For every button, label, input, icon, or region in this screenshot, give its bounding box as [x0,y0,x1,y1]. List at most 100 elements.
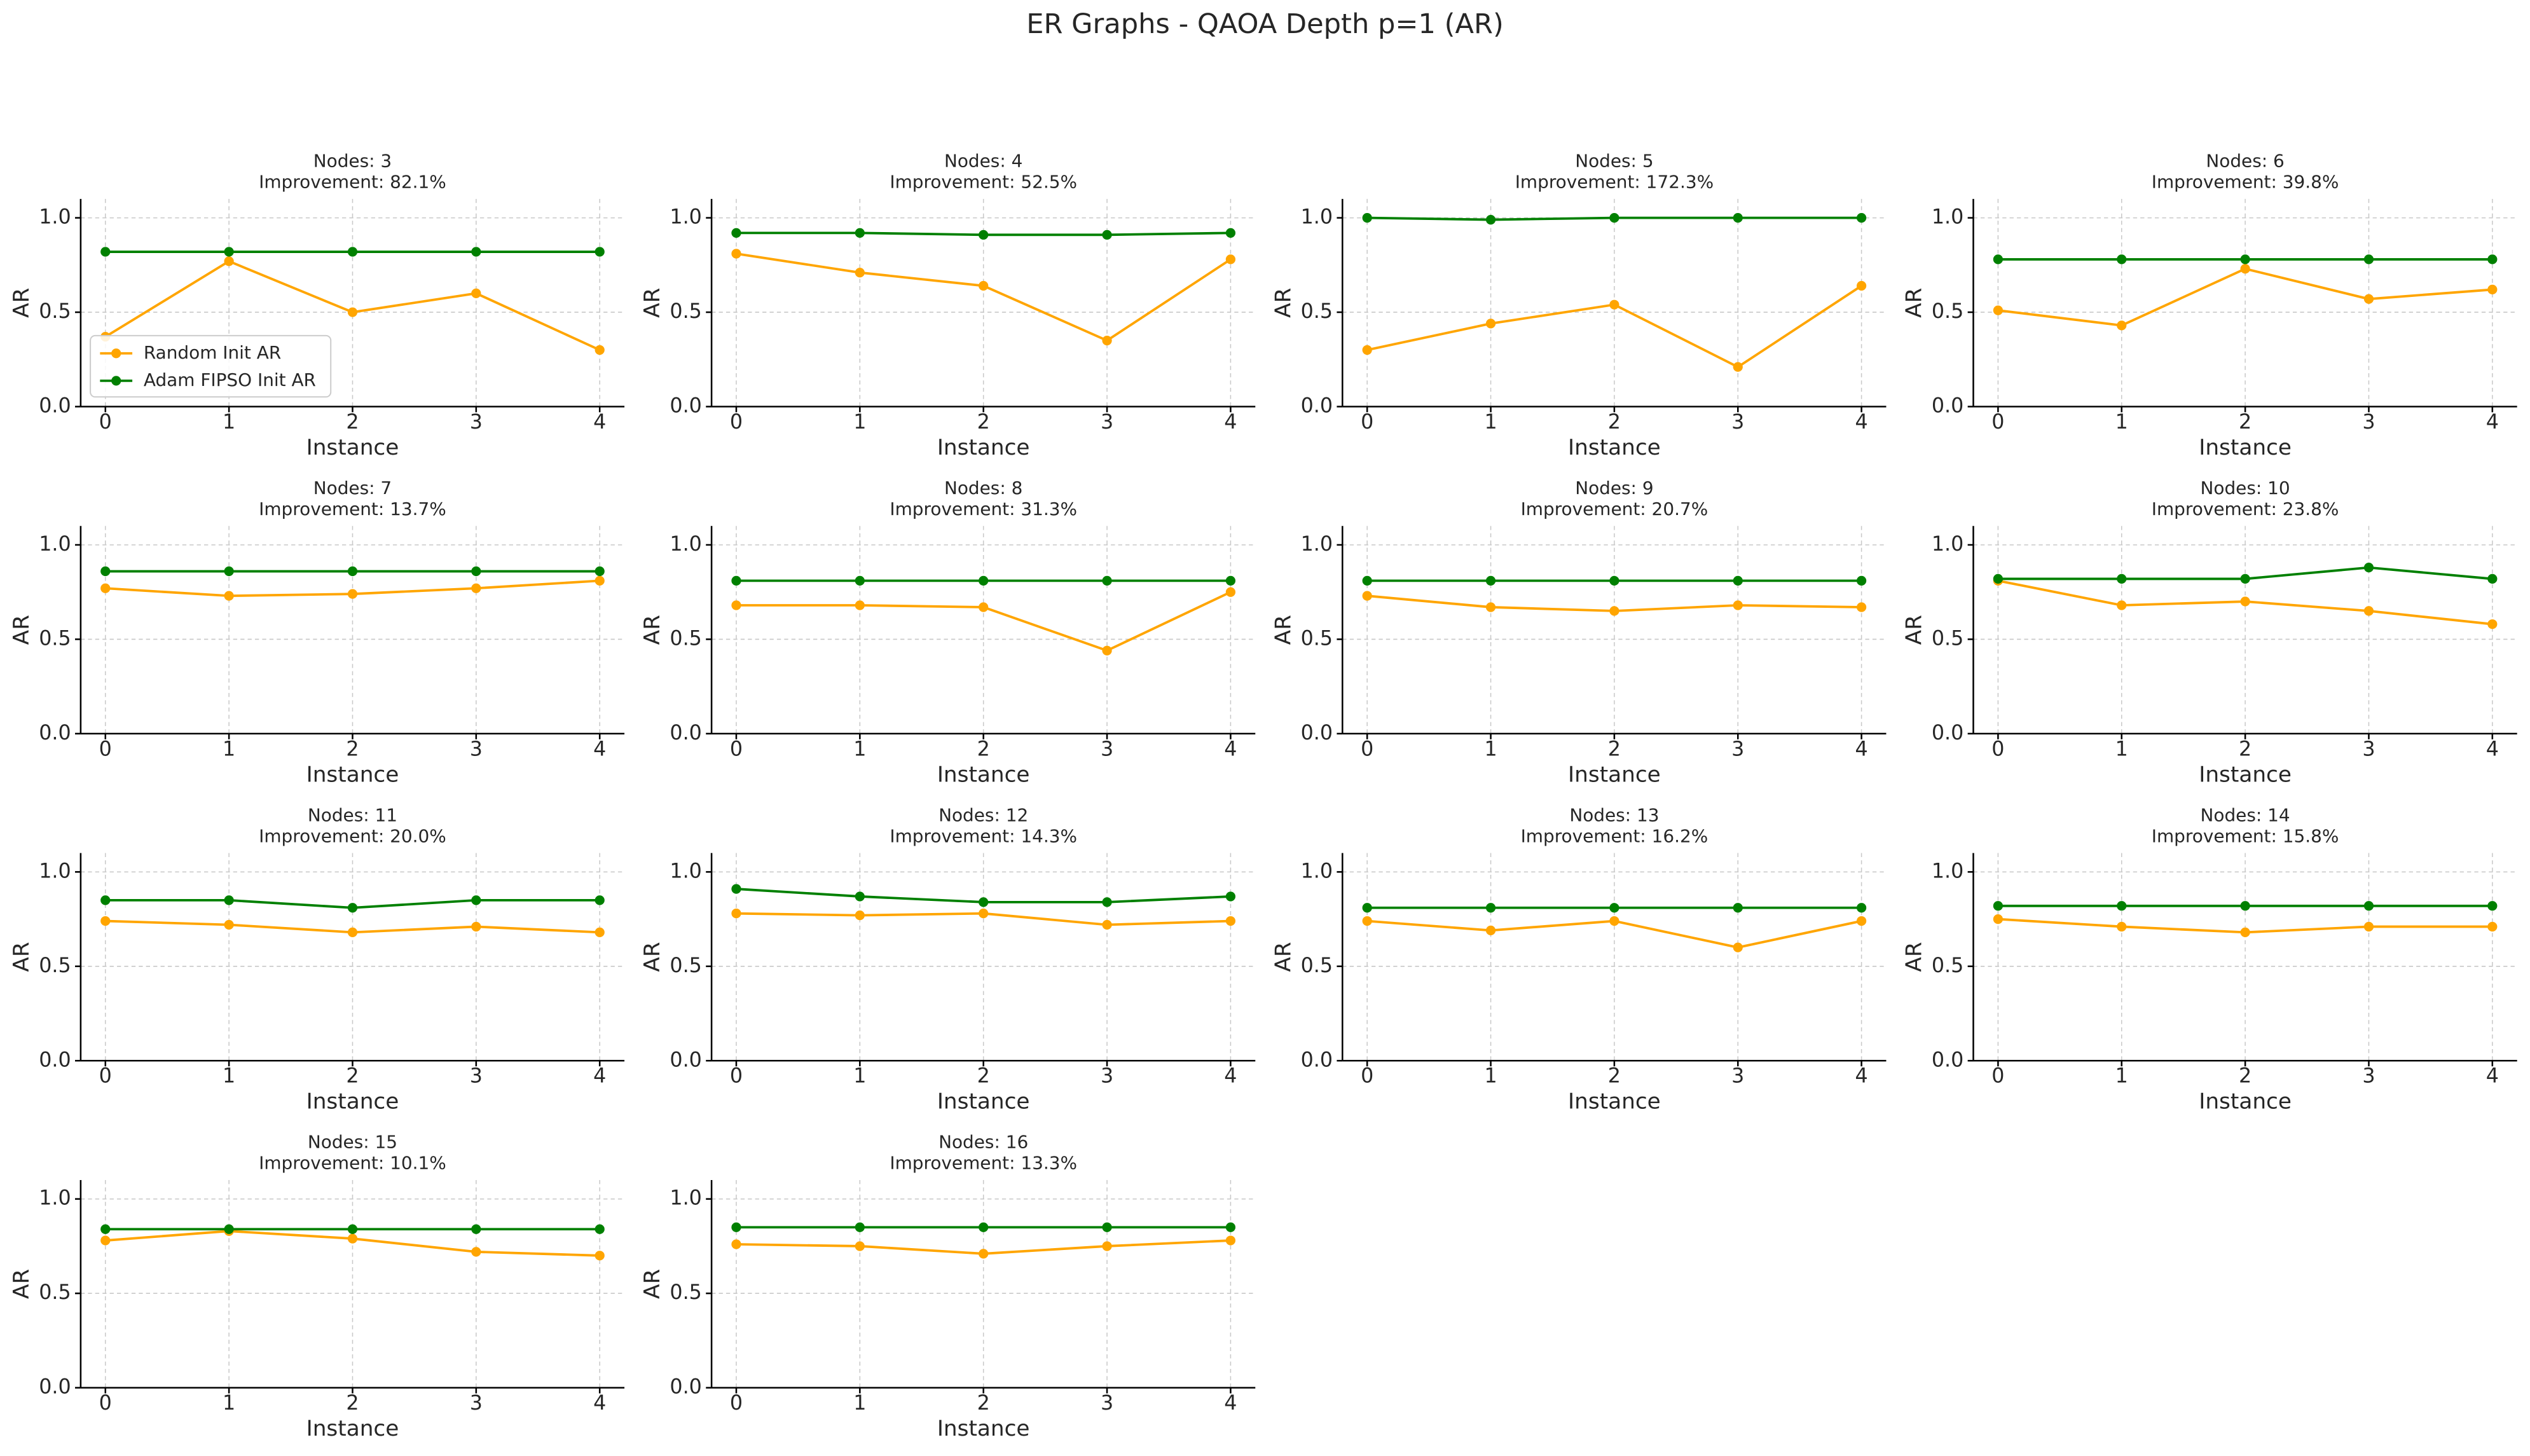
x-tick-label: 2 [346,1065,359,1088]
x-tick-label: 3 [1101,411,1113,434]
y-axis-label: AR [640,615,665,645]
x-tick-label: 0 [730,738,743,760]
x-tick-label: 2 [1608,1065,1621,1088]
x-tick-label: 0 [99,738,112,760]
x-tick-label: 0 [1361,738,1373,760]
data-point [347,307,358,317]
x-axis-label: Instance [1568,435,1661,460]
x-tick-label: 3 [1731,1065,1744,1088]
data-point [224,919,234,930]
x-tick-label: 1 [853,1392,866,1415]
data-point [471,921,481,932]
data-point [595,1251,605,1261]
data-point [1102,645,1112,656]
x-tick-label: 4 [1224,1065,1237,1088]
data-point [855,268,865,278]
data-point [595,895,605,905]
x-tick-label: 3 [2362,411,2375,434]
x-axis-label: Instance [306,1416,399,1441]
data-point [1993,305,2004,315]
data-point [224,256,234,266]
x-tick-label: 3 [470,738,483,760]
y-tick-label: 1.0 [39,1187,71,1210]
data-point [1225,254,1236,264]
data-point [1857,602,1867,612]
x-tick-label: 2 [1608,738,1621,760]
data-point [855,1222,865,1232]
x-tick-label: 1 [853,1065,866,1088]
x-tick-label: 0 [99,1065,112,1088]
x-tick-label: 0 [1361,411,1373,434]
data-point [1733,212,1743,223]
data-point [1225,891,1236,902]
data-point [731,884,741,894]
x-tick-label: 3 [1731,738,1744,760]
x-tick-label: 0 [99,1392,112,1415]
x-tick-label: 1 [2115,738,2128,760]
legend-label: Adam FIPSO Init AR [144,369,316,390]
data-point [1993,914,2004,924]
x-tick-label: 1 [1484,1065,1497,1088]
data-point [224,247,234,257]
x-tick-label: 1 [853,738,866,760]
chart-title: Nodes: 4 [944,151,1022,172]
x-tick-label: 4 [1224,1392,1237,1415]
data-point [100,1235,111,1246]
data-point [471,1224,481,1234]
legend-box [90,334,332,398]
chart-title: Nodes: 5 [1575,151,1653,172]
data-point [1609,212,1619,223]
chart-title: Nodes: 3 [313,151,392,172]
data-point [1485,925,1496,936]
data-point [2363,254,2374,264]
x-tick-label: 1 [2115,411,2128,434]
x-tick-label: 4 [593,738,606,760]
data-point [595,247,605,257]
chart-title: Nodes: 12 [938,804,1028,825]
data-point [1733,903,1743,913]
x-tick-label: 0 [1991,1065,2004,1088]
chart-title: Nodes: 10 [2201,477,2290,498]
x-tick-label: 1 [223,738,235,760]
data-point [1102,335,1112,346]
data-point [471,895,481,905]
x-tick-label: 0 [1991,738,2004,760]
y-tick-label: 0.5 [670,627,701,650]
chart-subtitle: Improvement: 52.5% [890,172,1077,193]
x-tick-label: 0 [730,411,743,434]
x-tick-label: 3 [1731,411,1744,434]
data-point [1102,919,1112,930]
x-axis-label: Instance [2199,1089,2292,1115]
y-tick-label: 0.5 [39,300,71,323]
y-axis-label: AR [1902,942,1927,972]
chart-subtitle: Improvement: 10.1% [259,1153,446,1174]
y-axis-label: AR [1270,942,1296,972]
data-point [224,1224,234,1234]
data-point [347,903,358,913]
data-point [1225,587,1236,597]
y-tick-label: 0.0 [670,1376,701,1399]
data-point [2487,901,2498,911]
x-tick-label: 3 [2362,1065,2375,1088]
chart-subtitle: Improvement: 39.8% [2152,172,2339,193]
data-point [347,247,358,257]
chart-title: Nodes: 13 [1569,804,1659,825]
data-point [1733,600,1743,610]
x-axis-label: Instance [306,435,399,460]
chart-title: Nodes: 9 [1575,477,1653,498]
x-tick-label: 4 [2486,1065,2499,1088]
x-axis-label: Instance [937,1416,1030,1441]
x-tick-label: 3 [2362,738,2375,760]
data-point [347,1224,358,1234]
y-tick-label: 0.5 [670,300,701,323]
data-point [347,1233,358,1244]
x-axis-label: Instance [2199,435,2292,460]
x-tick-label: 3 [1101,738,1113,760]
data-point [1857,575,1867,586]
data-point [731,1239,741,1249]
y-tick-label: 0.5 [39,954,71,977]
data-point [2363,901,2374,911]
x-tick-label: 3 [1101,1392,1113,1415]
data-point [1485,602,1496,612]
data-point [1225,1235,1236,1246]
